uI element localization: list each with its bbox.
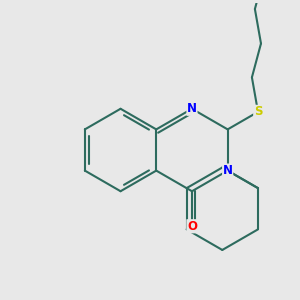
Text: N: N: [223, 164, 233, 177]
Text: S: S: [254, 105, 262, 119]
Text: O: O: [187, 220, 197, 233]
Text: N: N: [187, 102, 197, 115]
